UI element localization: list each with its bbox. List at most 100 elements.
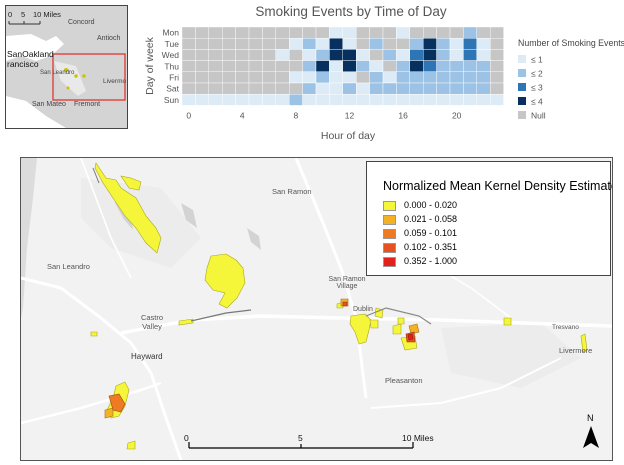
heatmap-cell [195, 49, 210, 61]
heatmap-cell [329, 60, 343, 72]
heatmap-cell [288, 49, 303, 61]
density-polygon-class-1 [397, 317, 405, 325]
heatmap-cell [181, 49, 196, 61]
heatmap-cell [369, 93, 384, 106]
inset-south-bay [54, 61, 86, 96]
heatmap-cell [342, 38, 357, 50]
heatmap-cell [302, 26, 317, 39]
heatmap-cell [315, 26, 330, 39]
heatmap-cell [275, 82, 290, 95]
map-legend-title: Normalized Mean Kernel Density Estimate [383, 179, 613, 193]
x-tick-label: 4 [240, 110, 245, 120]
heatmap-cell [409, 82, 424, 95]
heatmap-cell [221, 38, 236, 50]
heatmap-cell [409, 71, 424, 84]
heatmap-cell [409, 49, 424, 61]
heatmap-cell [449, 93, 464, 106]
heatmap-cell [235, 93, 250, 106]
heatmap-cell [235, 49, 250, 61]
heatmap-cell [342, 49, 357, 61]
heatmap-cell [288, 71, 303, 84]
legend-swatch [383, 200, 396, 211]
heatmap-svg: Smoking Events by Time of Day Day of wee… [144, 4, 624, 142]
heatmap-cell [436, 49, 451, 61]
heatmap-cell [436, 26, 451, 39]
heatmap-cell [409, 26, 424, 39]
heatmap-cell [315, 60, 330, 72]
density-polygon-class-3 [108, 393, 126, 413]
inset-place-label: rancisco [7, 59, 39, 69]
map-legend-item: 0.059 - 0.101 [383, 228, 457, 241]
heatmap-cell [476, 49, 491, 61]
heatmap-cell [315, 38, 330, 50]
heatmap-cell [449, 82, 464, 95]
heatmap-cell [235, 71, 250, 84]
heatmap-cell [221, 49, 236, 61]
heatmap-cell [275, 93, 290, 106]
heatmap-cell [329, 93, 343, 106]
heatmap-cell [208, 49, 223, 61]
heatmap-cell [248, 93, 263, 106]
inset-marker [82, 74, 86, 78]
heatmap-cell [409, 93, 424, 106]
inset-place-label: Concord [68, 19, 95, 26]
heat-legend-label: ≤ 3 [531, 83, 543, 93]
heatmap-cell [275, 71, 290, 84]
heatmap-cell [208, 93, 223, 106]
heat-legend: ≤ 1 ≤ 2 ≤ 3 ≤ 4 Null [518, 55, 546, 121]
heatmap-cell [248, 82, 263, 95]
heatmap-cell [329, 38, 343, 50]
heatmap-cell [181, 93, 196, 106]
row-label: Sun [164, 95, 179, 105]
heatmap-cell [355, 38, 370, 50]
row-label: Wed [162, 50, 180, 60]
heatmap-cell [476, 26, 491, 39]
road [80, 158, 132, 279]
density-polygon-class-2 [408, 323, 420, 335]
heatmap-cell [423, 49, 437, 61]
heatmap-cell [449, 71, 464, 84]
heat-legend-title: Number of Smoking Events [518, 38, 624, 48]
heatmap-cell [329, 49, 343, 61]
heatmap-cell [221, 93, 236, 106]
heatmap-cell [396, 82, 410, 95]
heatmap-cell [221, 26, 236, 39]
density-polygon-class-1 [503, 317, 512, 326]
heatmap-cell [288, 93, 303, 106]
heatmap-cell [476, 38, 491, 50]
heatmap-cell [355, 60, 370, 72]
heatmap-cell [181, 82, 196, 95]
heat-legend-swatch [518, 69, 526, 77]
heatmap-cell [355, 26, 370, 39]
heatmap-cell [436, 93, 451, 106]
heatmap-cell [235, 26, 250, 39]
heatmap-cell [315, 49, 330, 61]
heat-legend-swatch [518, 83, 526, 91]
map-scale-tick: 10 Miles [402, 433, 434, 443]
heatmap-cell [195, 82, 210, 95]
heatmap-cell [248, 60, 263, 72]
heatmap-cells [181, 26, 504, 106]
heatmap-cell [181, 26, 196, 39]
heatmap-cell [195, 93, 210, 106]
heatmap-cell [382, 71, 397, 84]
heatmap-cell [396, 38, 410, 50]
inset-extent-box [52, 53, 126, 101]
legend-swatch [383, 256, 396, 267]
heatmap-cell [235, 60, 250, 72]
trajectory-line [190, 309, 252, 322]
heatmap-cell [262, 26, 277, 39]
heatmap-cell [329, 26, 343, 39]
heatmap-cell [329, 82, 343, 95]
heatmap-cell [449, 49, 464, 61]
heatmap-cell [355, 49, 370, 61]
density-polygon-class-1 [178, 318, 194, 326]
heatmap-cell [248, 38, 263, 50]
north-arrow-icon [583, 426, 599, 448]
inset-place-label: San Mateo [32, 101, 66, 108]
heatmap-cell [235, 38, 250, 50]
heatmap-cell [463, 71, 477, 84]
heatmap-cell [288, 26, 303, 39]
heatmap-cell [463, 38, 477, 50]
